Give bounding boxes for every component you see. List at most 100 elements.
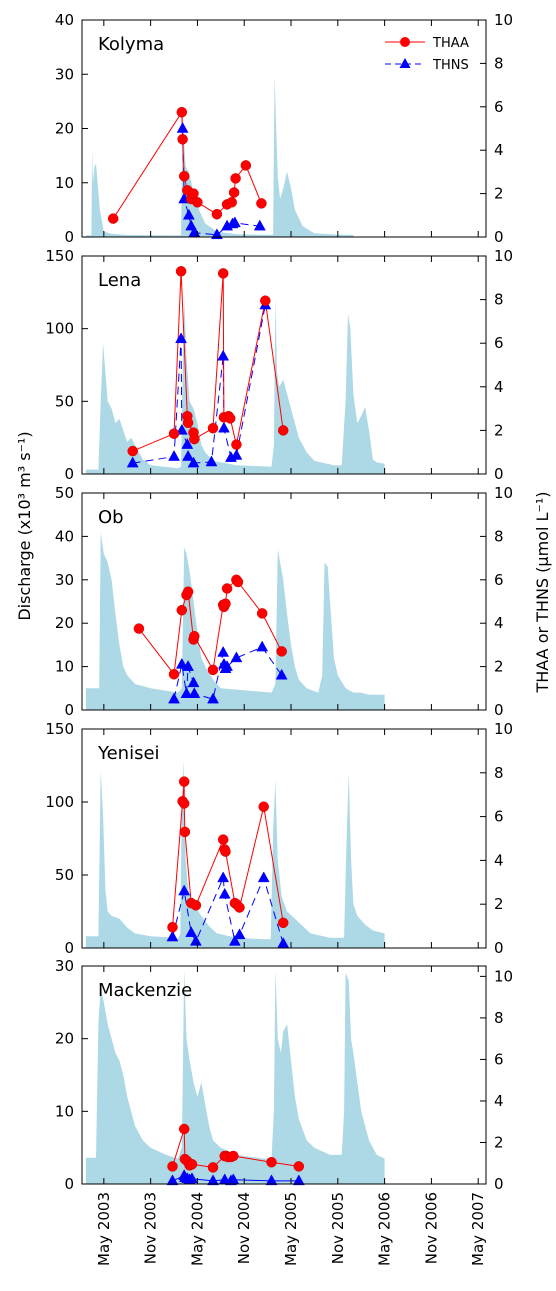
left-axis-title: Discharge (x10³ m³ s⁻¹): [15, 431, 34, 620]
thaa-point: [176, 604, 188, 616]
thaa-point: [186, 1159, 198, 1170]
thaa-point: [176, 106, 188, 118]
left-tick-label: 30: [55, 957, 74, 975]
left-tick-label: 20: [55, 120, 74, 138]
thaa-point: [190, 900, 202, 911]
thaa-point: [178, 798, 190, 809]
panel-title: Mackenzie: [98, 980, 192, 1001]
thns-point: [182, 450, 194, 461]
thaa-point: [217, 834, 229, 845]
thns-point: [182, 208, 195, 220]
thns-point: [187, 456, 200, 468]
thaa-point: [168, 668, 180, 680]
discharge-area-yenisei: [85, 761, 385, 948]
left-tick-label: 100: [45, 320, 74, 338]
thns-point: [221, 660, 233, 671]
right-tick-label: 2: [494, 895, 504, 913]
thaa-point: [177, 134, 188, 145]
thns-point: [257, 871, 270, 883]
thns-point: [228, 216, 241, 228]
thaa-point: [232, 576, 244, 588]
discharge-area-kolyma: [85, 74, 354, 237]
x-tick-label: May 2006: [376, 1192, 394, 1266]
thns-point: [182, 660, 194, 671]
right-tick-label: 2: [494, 185, 504, 203]
left-tick-label: 150: [45, 247, 74, 265]
thaa-point: [220, 598, 231, 609]
thns-point: [230, 448, 243, 460]
thaa-point: [167, 921, 178, 933]
thaa-point: [188, 188, 199, 199]
thaa-point: [234, 902, 245, 913]
right-tick-label: 4: [494, 1092, 504, 1110]
panel-title: Lena: [98, 270, 141, 291]
right-tick-label: 4: [494, 141, 504, 159]
thaa-point: [231, 439, 242, 450]
thns-point: [186, 1172, 198, 1184]
thaa-point: [226, 197, 237, 208]
thaa-point: [276, 646, 287, 657]
panel-yenisei: 0 50 100 150 0 2 4 6 8 10 Yenisei: [45, 720, 513, 957]
thaa-point: [240, 160, 252, 171]
panel-mackenzie: 0 10 20 30 0 2 4 6 8 10 Mackenzie: [55, 957, 513, 1193]
left-tick-label: 0: [64, 939, 74, 957]
right-tick-label: 8: [494, 764, 504, 782]
left-tick-label: 10: [55, 1102, 74, 1120]
right-tick-label: 6: [494, 334, 504, 352]
panel-frame: [81, 728, 487, 949]
right-tick-label: 6: [494, 808, 504, 826]
left-tick-label: 100: [45, 793, 74, 811]
x-tick-label: May 2007: [469, 1192, 487, 1266]
x-tick-labels: May 2003 Nov 2003 May 2004 Nov 2004 May 2005…: [95, 1192, 487, 1266]
thns-point: [175, 423, 188, 435]
thaa-point: [189, 630, 200, 642]
left-tick-label: 10: [55, 658, 74, 676]
right-tick-label: 0: [494, 228, 504, 246]
discharge-area-ob: [85, 532, 385, 710]
right-tick-label: 8: [494, 291, 504, 309]
right-tick-label: 0: [494, 1175, 504, 1193]
thns-point: [181, 438, 194, 449]
left-tick-label: 10: [55, 174, 74, 192]
thns-point: [228, 934, 241, 946]
thaa-point: [127, 445, 138, 457]
thns-point: [187, 676, 200, 688]
thns-point: [185, 926, 198, 937]
thns-point: [168, 692, 180, 704]
right-tick-label: 10: [494, 967, 513, 985]
thns-point: [175, 332, 187, 344]
right-tick-label: 8: [494, 1009, 504, 1027]
right-tick-label: 2: [494, 1133, 504, 1151]
thaa-point: [217, 268, 229, 279]
thns-point: [188, 687, 201, 698]
thaa-point: [207, 1162, 219, 1173]
thaa-point: [277, 917, 289, 929]
thns-point: [211, 228, 223, 240]
left-tick-label: 30: [55, 571, 74, 589]
left-tick-label: 50: [55, 484, 74, 502]
thaa-point: [178, 170, 190, 182]
left-tick-label: 40: [55, 11, 74, 29]
right-tick-label: 2: [494, 421, 504, 439]
thaa-point: [228, 1150, 239, 1162]
thns-point: [218, 887, 231, 899]
left-tick-label: 0: [64, 1175, 74, 1193]
right-tick-label: 8: [494, 54, 504, 72]
left-tick-label: 0: [64, 228, 74, 246]
left-tick-label: 50: [55, 866, 74, 884]
right-tick-label: 4: [494, 851, 504, 869]
panels: 0102030400246810Kolyma0501001500246810Le…: [45, 11, 513, 1193]
thns-point: [178, 884, 191, 896]
thaa-point: [189, 433, 200, 445]
x-tick-label: Nov 2004: [235, 1192, 253, 1264]
thaa-point: [178, 776, 190, 787]
right-tick-label: 0: [494, 939, 504, 957]
thaa-point: [175, 266, 187, 277]
left-tick-label: 40: [55, 527, 74, 545]
panel-title: Yenisei: [97, 743, 160, 764]
thns-point: [230, 651, 243, 663]
thaa-point: [258, 801, 269, 812]
panel-frame: [81, 255, 487, 475]
thns-point: [189, 934, 202, 946]
